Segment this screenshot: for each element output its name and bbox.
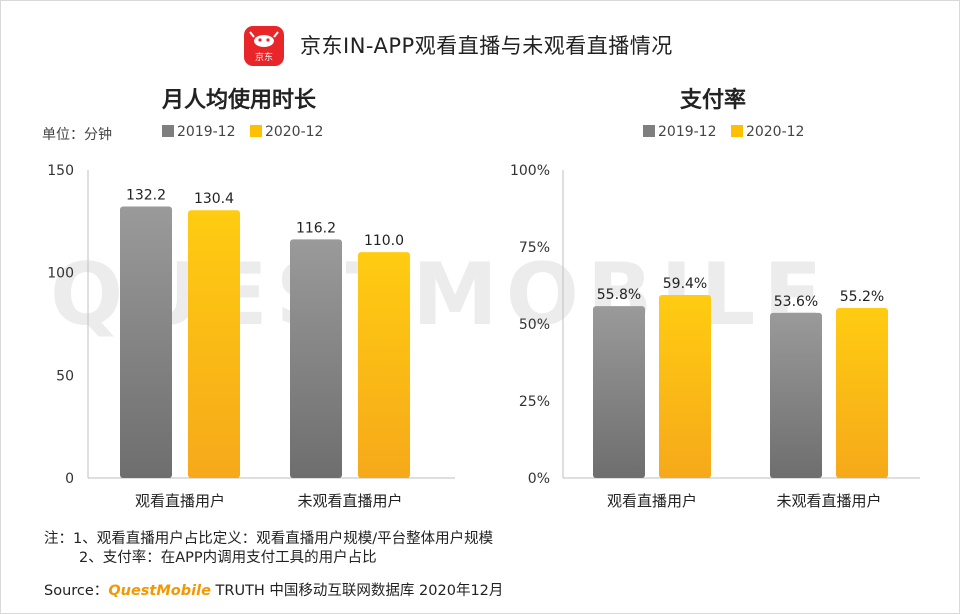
legend-payment: 2019-12 2020-12 <box>643 124 814 140</box>
legend-label-2020: 2020-12 <box>745 124 805 140</box>
x-tick-label: 观看直播用户 <box>607 492 697 510</box>
y-tick-label: 100% <box>510 163 550 179</box>
unit-label: 单位：分钟 <box>42 127 112 143</box>
bar-2019-12-1 <box>770 312 822 478</box>
legend-item-2020: 2020-12 <box>730 124 805 140</box>
note-1: 注：1、观看直播用户占比定义：观看直播用户规模/平台整体用户规模 <box>44 531 494 547</box>
source-brand: QuestMobile <box>108 583 211 599</box>
x-tick-label: 未观看直播用户 <box>297 492 402 510</box>
data-label: 55.8% <box>597 287 641 303</box>
y-tick-label: 100 <box>47 266 74 282</box>
legend-swatch-2020 <box>249 125 262 137</box>
x-tick-label: 观看直播用户 <box>135 492 225 510</box>
y-tick-label: 25% <box>519 394 550 410</box>
note-2: 2、支付率：在APP内调用支付工具的用户占比 <box>79 550 377 566</box>
legend-label-2019: 2019-12 <box>177 124 236 140</box>
notes: 注：1、观看直播用户占比定义：观看直播用户规模/平台整体用户规模 2、支付率：在… <box>44 530 493 568</box>
y-tick-label: 50% <box>519 317 550 333</box>
chart-title-payment: 支付率 <box>680 88 747 113</box>
chart-title-usage: 月人均使用时长 <box>162 88 317 113</box>
legend-usage: 2019-12 2020-12 <box>162 124 333 140</box>
legend-swatch-2019 <box>162 125 174 137</box>
data-label: 132.2 <box>126 188 166 204</box>
data-label: 110.0 <box>364 233 404 249</box>
legend-item-2019: 2019-12 <box>162 124 236 140</box>
y-tick-label: 50 <box>56 368 74 384</box>
bar-2019-12-1 <box>290 239 342 478</box>
bar-2020-12-0 <box>659 295 711 478</box>
y-tick-label: 75% <box>519 240 550 256</box>
jd-logo-icon: 京东 <box>244 26 284 66</box>
y-tick-label: 0% <box>528 471 550 487</box>
legend-item-2019: 2019-12 <box>643 124 717 140</box>
logo-text: 京东 <box>254 53 273 63</box>
page-title: 京东IN-APP观看直播与未观看直播情况 <box>300 34 673 58</box>
data-label: 130.4 <box>194 191 234 207</box>
legend-label-2019: 2019-12 <box>658 124 717 140</box>
bar-2019-12-0 <box>593 306 645 478</box>
data-label: 59.4% <box>663 276 707 292</box>
bar-2020-12-1 <box>836 307 888 478</box>
y-tick-label: 150 <box>47 163 74 179</box>
y-tick-label: 0 <box>65 471 74 487</box>
data-label: 116.2 <box>296 220 336 236</box>
source-rest: TRUTH 中国移动互联网数据库 2020年12月 <box>210 583 504 599</box>
bar-2020-12-1 <box>358 252 410 478</box>
data-label: 53.6% <box>774 294 818 310</box>
legend-label-2020: 2020-12 <box>264 124 324 140</box>
bar-2019-12-0 <box>120 206 172 479</box>
x-tick-label: 未观看直播用户 <box>776 492 881 510</box>
legend-item-2020: 2020-12 <box>249 124 324 140</box>
data-label: 55.2% <box>840 289 884 305</box>
legend-swatch-2019 <box>643 125 655 137</box>
source-line: Source：QuestMobile TRUTH 中国移动互联网数据库 2020… <box>44 579 503 600</box>
legend-swatch-2020 <box>730 125 743 137</box>
bar-2020-12-0 <box>188 210 240 478</box>
source-prefix: Source： <box>44 583 109 599</box>
